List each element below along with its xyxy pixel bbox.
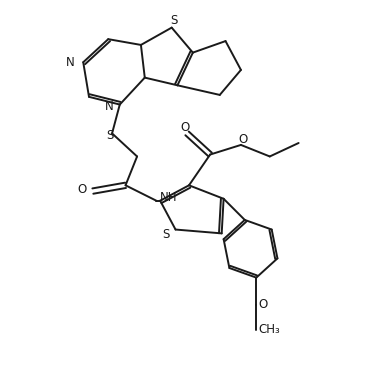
Text: CH₃: CH₃ bbox=[258, 323, 280, 336]
Text: O: O bbox=[78, 183, 87, 196]
Text: O: O bbox=[238, 133, 248, 146]
Text: NH: NH bbox=[160, 191, 177, 204]
Text: S: S bbox=[171, 14, 178, 27]
Text: O: O bbox=[181, 121, 190, 134]
Text: N: N bbox=[66, 56, 75, 69]
Text: S: S bbox=[163, 228, 170, 240]
Text: S: S bbox=[107, 129, 114, 142]
Text: O: O bbox=[258, 298, 268, 311]
Text: N: N bbox=[105, 100, 114, 113]
